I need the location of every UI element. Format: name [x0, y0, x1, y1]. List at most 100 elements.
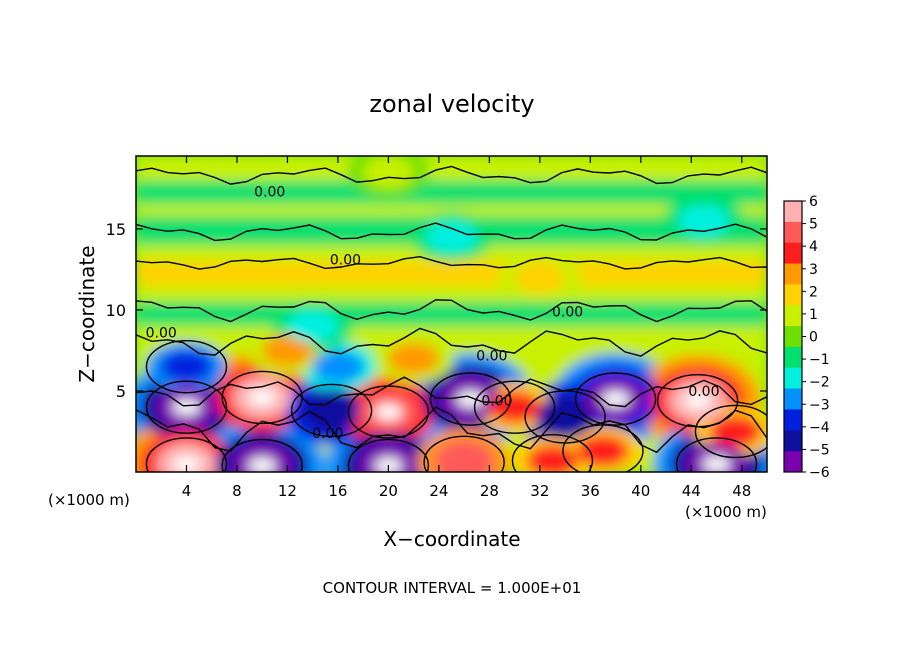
field-blob: [311, 350, 364, 383]
colorbar-swatch: [784, 305, 802, 327]
colorbar-swatch: [784, 388, 802, 410]
x-tick-label: 28: [480, 482, 499, 500]
colorbar-swatch: [784, 346, 802, 369]
plot-area: 0.000.000.000.000.000.000.000.00 4 8 12 16 2…: [106, 155, 768, 500]
field-core: [601, 391, 630, 408]
contour-label: 0.00: [476, 348, 507, 364]
colorbar-label: 2: [809, 284, 818, 300]
y-ticks: 5 10 15: [106, 220, 767, 401]
contour-ring: [347, 385, 430, 439]
contour-ring: [145, 339, 228, 394]
y-tick-label: 10: [106, 301, 126, 320]
field-band: [136, 180, 767, 205]
contour-ring: [694, 404, 767, 459]
contour-line: [136, 376, 767, 408]
chart-title: zonal velocity: [369, 90, 534, 118]
field-blob: [576, 434, 629, 467]
colorbar-swatch: [784, 201, 802, 223]
contour-label: 0.00: [254, 185, 285, 201]
contour-labels: 0.00 0.00 0.00 0.00 0.00 0.00 0.00 0.00: [146, 185, 720, 442]
y-tick-label: 15: [106, 220, 126, 239]
contour-label: 0.00: [481, 394, 512, 410]
x-tick-label: 8: [232, 482, 242, 500]
contour-line: [136, 406, 767, 454]
x-tick-label: 16: [328, 482, 347, 500]
field-core: [248, 457, 277, 472]
colorbar-swatch: [784, 326, 802, 348]
contour-ring: [145, 437, 228, 472]
contour-line: [136, 165, 767, 185]
contour-ring: [511, 433, 594, 472]
x-tick-label: 44: [682, 482, 701, 500]
colorbar-label: −6: [809, 465, 830, 481]
y-tick-label: 5: [116, 382, 126, 401]
contour-ring: [290, 383, 373, 438]
contour-ring: [675, 437, 758, 472]
x-tick-label: 36: [581, 482, 600, 500]
field-blob: [301, 388, 362, 433]
colorbar-swatch: [784, 221, 802, 244]
colorbar-swatch: [784, 409, 802, 431]
colorbar-label: −1: [809, 352, 830, 368]
contour-ring: [473, 380, 556, 434]
contour-ring: [423, 435, 505, 472]
colorbar-label: 0: [809, 330, 818, 346]
contour-label: 0.00: [688, 384, 719, 400]
contour-label: 0.00: [312, 426, 343, 442]
field-core: [702, 455, 731, 472]
colorbar-label: −3: [809, 397, 830, 413]
contour-line: [136, 222, 767, 242]
colorbar-swatch: [784, 242, 802, 265]
x-tick-label: 24: [429, 482, 448, 500]
colorbar-label: 1: [809, 307, 818, 323]
contour-ring: [429, 372, 512, 426]
field-blob: [434, 440, 495, 472]
x-tick-label: 20: [379, 482, 398, 500]
x-unit-left: (×1000 m): [48, 491, 130, 509]
colorbar-label: 5: [809, 217, 818, 233]
contour-ring: [347, 438, 430, 472]
contour-label: 0.00: [552, 305, 583, 321]
colorbar-swatch: [784, 263, 802, 285]
contour-ring: [562, 424, 644, 472]
contour-line: [136, 327, 767, 357]
field-core: [248, 389, 277, 406]
y-axis-label: Z−coordinate: [75, 245, 99, 382]
contour-label: 0.00: [146, 326, 177, 342]
field-core: [374, 457, 403, 472]
x-tick-label: 40: [631, 482, 650, 500]
colorbar-swatch: [784, 367, 802, 390]
plot-frame: [135, 155, 768, 473]
contour-ring: [221, 370, 303, 425]
field-blob: [425, 221, 478, 254]
field-blob: [261, 334, 314, 367]
field-core: [456, 391, 485, 408]
contour-ring: [145, 380, 228, 434]
zero-contours: [136, 165, 767, 472]
colorbar-label: 3: [809, 262, 818, 278]
field-band: [136, 301, 767, 327]
colorbar-swatch: [784, 430, 802, 452]
contour-interval-note: CONTOUR INTERVAL = 1.000E+01: [323, 579, 582, 597]
colorbar: 6 5 4 3 2 1 0 −1 −2 −3 −4 −5 −6: [783, 194, 830, 481]
x-tick-label: 48: [732, 482, 751, 500]
velocity-field: [136, 156, 767, 472]
field-blob: [513, 261, 566, 294]
field-core: [172, 455, 201, 472]
field-blob: [387, 342, 440, 375]
x-tick-label: 12: [278, 482, 297, 500]
field-core: [683, 392, 712, 409]
contour-ring: [221, 438, 303, 472]
colorbar-swatch: [784, 451, 802, 473]
contour-label: 0.00: [330, 253, 361, 269]
field-core: [374, 404, 403, 421]
contour-line: [136, 299, 767, 323]
x-tick-label: 4: [182, 482, 192, 500]
field-blob: [677, 204, 730, 237]
field-blob: [535, 394, 596, 439]
contour-line: [136, 255, 767, 270]
contour-ring: [574, 372, 657, 426]
field-blob: [286, 310, 339, 343]
colorbar-swatch: [784, 284, 802, 306]
